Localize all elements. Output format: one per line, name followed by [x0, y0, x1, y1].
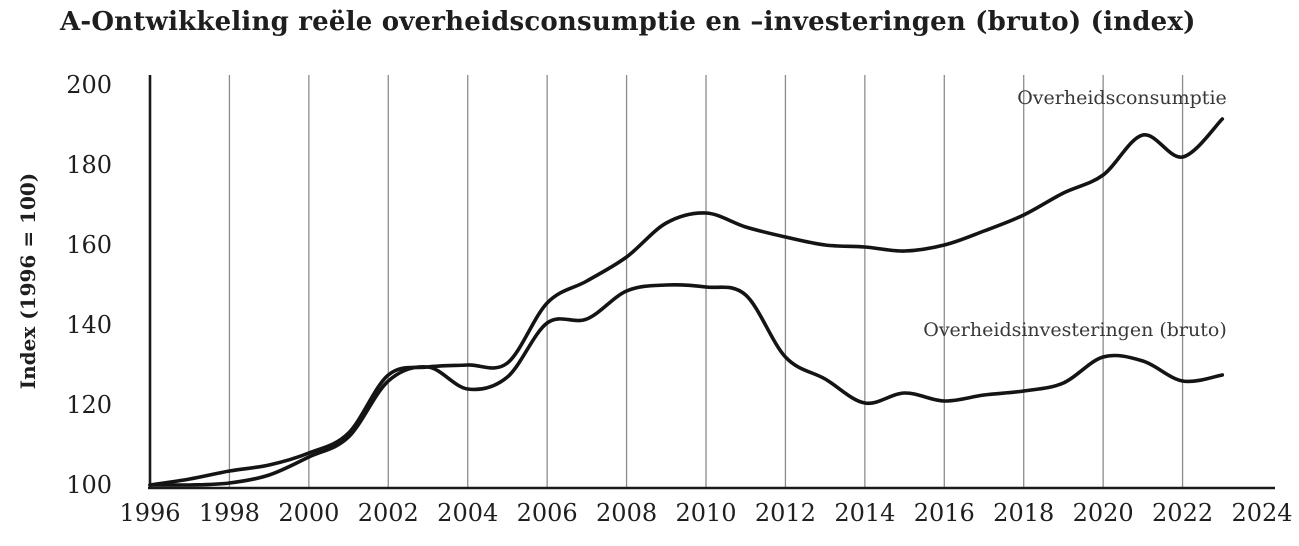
x-tick-label: 2002: [358, 499, 419, 527]
series-label-overheidsinvesteringen-bruto: Overheidsinvesteringen (bruto): [923, 319, 1227, 341]
series-line-overheidsinvesteringen-bruto: [148, 282, 1225, 487]
x-tick-label: 2016: [914, 499, 975, 527]
x-tick-label: 1998: [199, 499, 260, 527]
x-tick-label: 2006: [517, 499, 578, 527]
x-tick-label: 2000: [278, 499, 339, 527]
y-tick-label: 180: [66, 151, 112, 179]
chart-title: A-Ontwikkeling reële overheidsconsumptie…: [60, 7, 1196, 37]
y-tick-label: 120: [66, 391, 112, 419]
y-tick-label: 100: [66, 471, 112, 499]
x-tick-label: 2022: [1152, 499, 1213, 527]
y-tick-label: 140: [66, 311, 112, 339]
x-tick-label: 2004: [437, 499, 498, 527]
x-tick-label: 2008: [596, 499, 657, 527]
series-line-overheidsconsumptie: [148, 117, 1225, 487]
y-tick-label: 200: [66, 71, 112, 99]
y-tick-label: 160: [66, 231, 112, 259]
x-tick-label: 2024: [1231, 499, 1292, 527]
x-tick-label: 1996: [119, 499, 180, 527]
x-tick-label: 2018: [993, 499, 1054, 527]
x-tick-label: 2014: [834, 499, 895, 527]
x-tick-label: 2020: [1073, 499, 1134, 527]
series-label-overheidsconsumptie: Overheidsconsumptie: [1017, 87, 1227, 109]
x-tick-label: 2010: [675, 499, 736, 527]
x-tick-label: 2012: [755, 499, 816, 527]
